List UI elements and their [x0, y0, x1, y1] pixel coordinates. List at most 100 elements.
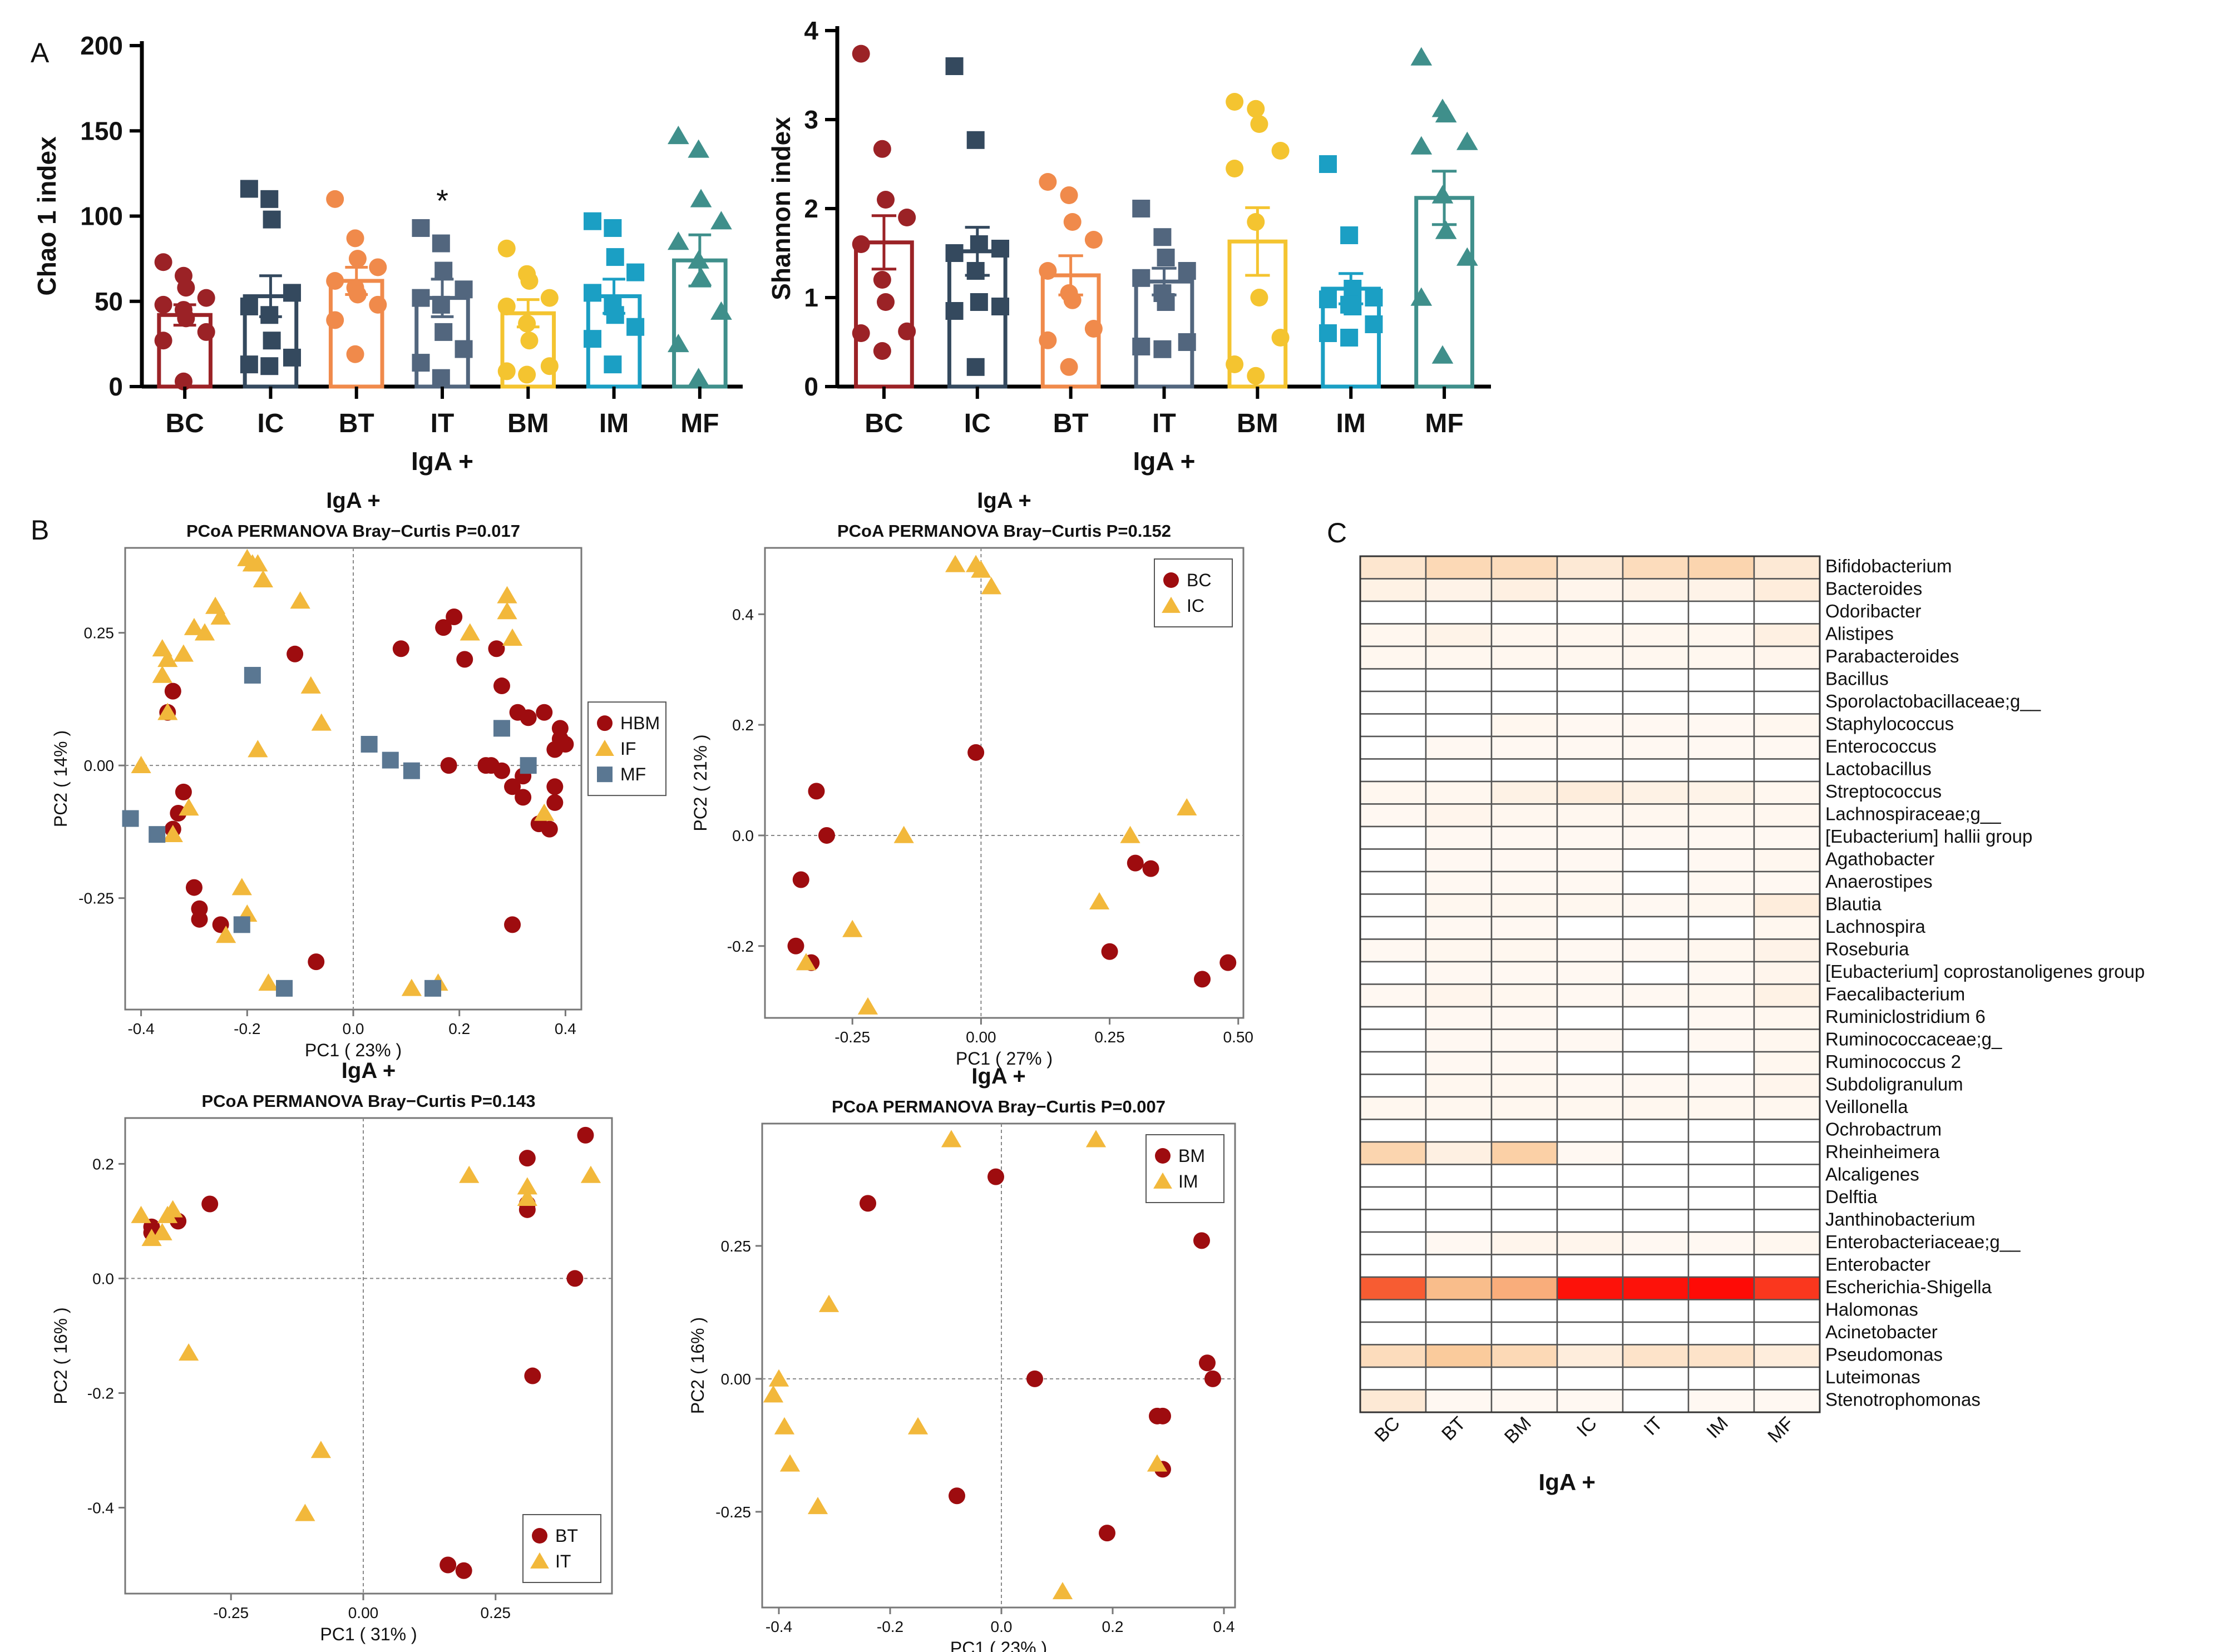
heatmap-cell	[1622, 983, 1690, 1008]
heatmap-cell	[1687, 1096, 1755, 1120]
heatmap-cell	[1622, 780, 1690, 805]
data-point	[541, 820, 558, 838]
heatmap-cell	[1425, 983, 1493, 1008]
data-point	[566, 1270, 584, 1287]
heatmap-cell	[1359, 1389, 1427, 1413]
heatmap-cell	[1490, 893, 1558, 918]
category-label: IC	[964, 409, 991, 438]
data-point	[1247, 100, 1265, 118]
heatmap-cell	[1425, 1389, 1493, 1413]
heatmap-cell	[1753, 1096, 1821, 1120]
heatmap-cell	[1359, 780, 1427, 805]
data-point	[300, 676, 321, 694]
panel-label: A	[31, 37, 50, 68]
heatmap-cell	[1359, 1321, 1427, 1346]
data-point	[966, 358, 985, 376]
row-label: Enterococcus	[1825, 736, 1937, 756]
data-point	[808, 783, 825, 800]
data-point	[231, 878, 252, 896]
row-label: Staphylococcus	[1825, 714, 1954, 734]
data-point	[460, 623, 480, 641]
heatmap-cell	[1490, 735, 1558, 760]
heatmap-cell	[1556, 690, 1624, 715]
data-point	[197, 323, 215, 341]
legend-marker	[1153, 1172, 1172, 1189]
row-label: Roseburia	[1825, 939, 1909, 959]
legend-label: IM	[1178, 1171, 1198, 1191]
row-label: Acinetobacter	[1825, 1322, 1938, 1342]
data-point	[154, 332, 172, 350]
heatmap-cell	[1753, 1006, 1821, 1030]
data-point	[1178, 262, 1196, 280]
heatmap-cell	[1687, 600, 1755, 625]
heatmap-cell	[1622, 600, 1690, 625]
heatmap-cell	[1753, 1051, 1821, 1075]
data-point	[290, 591, 310, 609]
data-point	[949, 1487, 965, 1505]
heatmap-cell	[1622, 1006, 1690, 1030]
data-point	[1142, 860, 1159, 877]
data-point	[493, 762, 510, 779]
data-point	[258, 973, 279, 991]
heatmap-cell	[1622, 1141, 1690, 1165]
heatmap-cell	[1687, 735, 1755, 760]
data-point	[971, 560, 991, 578]
heatmap-cell	[1425, 938, 1493, 963]
x-tick-label: -0.2	[877, 1618, 903, 1635]
data-point	[517, 1177, 537, 1195]
data-point	[488, 640, 505, 657]
data-point	[1132, 200, 1150, 217]
data-point	[174, 372, 192, 390]
heatmap-cell	[1425, 1028, 1493, 1053]
row-label: Odoribacter	[1825, 601, 1921, 621]
heatmap-cell	[1490, 1231, 1558, 1255]
data-point	[779, 1454, 801, 1472]
data-point	[1226, 93, 1244, 111]
heatmap-cell	[1622, 645, 1690, 670]
heatmap-cell	[1687, 1389, 1755, 1413]
heatmap-cell	[1425, 758, 1493, 783]
x-tick-label: 0.25	[1094, 1028, 1125, 1046]
legend-box	[1154, 558, 1233, 627]
heatmap-cell	[1622, 1074, 1690, 1098]
data-point	[1157, 249, 1175, 266]
data-point	[1052, 1582, 1073, 1600]
heatmap-cell	[1753, 668, 1821, 693]
data-point	[1319, 290, 1337, 309]
heatmap-cell	[1359, 1051, 1427, 1075]
heatmap-cell	[1753, 1299, 1821, 1323]
data-point	[584, 284, 602, 302]
category-label: BT	[339, 409, 374, 438]
y-axis-label: PC2 ( 16% )	[688, 1317, 708, 1414]
data-point	[1226, 355, 1244, 373]
data-point	[197, 289, 215, 307]
row-label: Stenotrophomonas	[1825, 1389, 1981, 1410]
heatmap-cell	[1490, 578, 1558, 602]
data-point	[1084, 320, 1103, 338]
category-label: BM	[507, 409, 549, 438]
heatmap-cell	[1556, 1119, 1624, 1143]
data-point	[626, 318, 645, 336]
heatmap-cell	[1687, 1299, 1755, 1323]
heatmap-frame	[1359, 555, 1821, 1413]
heatmap-cell	[1556, 578, 1624, 602]
heatmap-cell	[1556, 1141, 1624, 1165]
y-tick-label: -0.4	[87, 1499, 114, 1516]
heatmap-cell	[1622, 825, 1690, 850]
legend-box	[1145, 1134, 1224, 1203]
heatmap-cell	[1490, 803, 1558, 828]
heatmap-cell	[1622, 758, 1690, 783]
row-label: Faecalibacterium	[1825, 984, 1965, 1005]
data-point	[149, 826, 166, 843]
data-point	[401, 978, 422, 996]
data-point	[818, 1294, 840, 1312]
heatmap-cell	[1622, 893, 1690, 918]
plot-title: PCoA PERMANOVA Bray−Curtis P=0.152	[837, 521, 1171, 541]
heatmap-cell	[1490, 1074, 1558, 1098]
data-point	[1084, 231, 1103, 249]
heatmap-cell	[1556, 623, 1624, 647]
data-point	[432, 295, 450, 314]
data-point	[455, 1562, 472, 1579]
heatmap-cell	[1425, 1074, 1493, 1098]
heatmap-cell	[1490, 1344, 1558, 1368]
